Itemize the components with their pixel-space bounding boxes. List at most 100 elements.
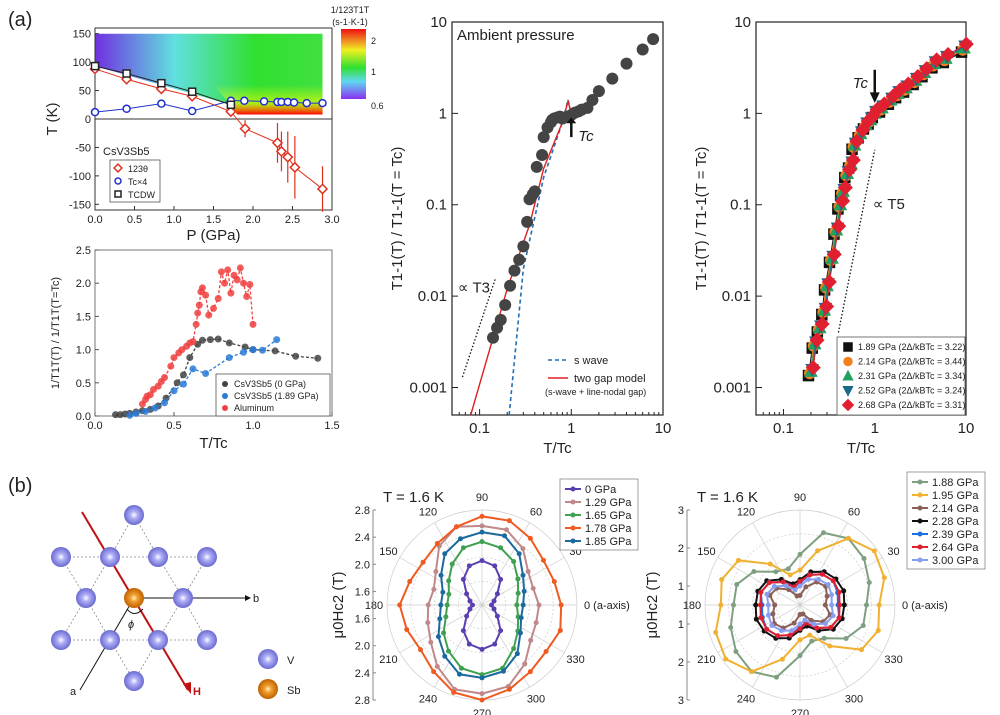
data-point [841,588,847,594]
legend-marker [917,479,923,485]
data-point [797,578,803,584]
data-point [437,616,443,622]
data-point [719,577,725,583]
polar-grid-spoke [717,604,801,653]
data-point [441,630,447,636]
data-point [797,653,803,659]
data-point [807,632,813,638]
legend-marker [222,405,228,411]
data-point [551,579,557,585]
legend-label: 1.65 GPa [585,510,632,522]
data-point [824,593,830,599]
y-tick-label: 1.5 [76,311,91,323]
tc-arrowhead [566,117,577,124]
legend-marker [842,386,854,397]
radial-tick-label: 3 [678,695,684,707]
data-point [780,579,786,585]
y-axis-label: 1/T1T(T) / 1/T1T(T=Tc) [50,277,62,389]
data-point [467,606,473,612]
data-point [819,571,825,577]
phase-diagram-chart: 0.0 0.5 1.0 1.5 2.0 2.5 3.0 150 100 50 0 -50 -100 -15… [44,5,384,244]
data-point [273,336,281,344]
legend-sb-atom [258,679,278,699]
radial-tick-label: 2.0 [355,641,370,653]
tc-label: Tc [578,128,594,145]
data-point [314,354,322,362]
data-point [797,626,803,632]
data-point [494,591,500,597]
data-point [779,656,785,662]
data-point [829,602,835,608]
v-atom [197,547,217,567]
angle-tick-label: 150 [379,546,397,558]
data-point [830,613,836,619]
panel-label-a: (a) [8,9,32,31]
field-arrowhead [183,682,191,694]
x-tick-label: 1.0 [166,214,181,226]
y-tick-label: 1.0 [76,345,91,357]
data-point [805,360,821,376]
data-point [558,602,564,608]
data-point [845,535,851,541]
data-point [809,638,815,644]
angle-label: ϕ [128,619,134,631]
radial-tick-label: 1.6 [355,586,370,598]
y-tick-label: 10 [430,14,447,31]
v-atom [51,630,71,650]
y-tick-label: 0.01 [418,288,447,305]
x-tick-label: 3.0 [324,214,339,226]
data-point [783,583,789,589]
data-point [271,347,279,355]
legend-label: 2.28 GPa [932,516,979,528]
legend-label: 2.14 GPa [932,503,979,515]
data-point [774,674,780,680]
y-tick-label: 0 [85,114,91,126]
data-point [858,647,864,653]
data-point [829,592,835,598]
data-point [239,123,251,135]
data-point [733,649,739,655]
x-tick-label: 1.5 [324,420,339,432]
legend-label: 2.31 GPa (2Δ/kBTc = 3.34) [858,371,965,381]
data-point [458,665,464,671]
data-point [520,572,526,578]
y-tick-label: 0.5 [76,378,91,390]
data-point [431,586,437,592]
data-point [446,591,452,597]
y-axis-label: T (K) [44,102,61,135]
data-point [434,663,440,669]
data-point [249,320,257,328]
data-point [861,555,867,561]
legend-marker [222,393,228,399]
data-point [827,643,833,649]
x-tick-label: 10 [655,420,672,437]
kagome-lattice-diagram: b a Hϕ V Sb [51,505,300,699]
data-point [420,559,426,565]
data-point [225,105,237,118]
data-point [515,576,521,582]
data-point [728,625,734,631]
data-point [718,602,724,608]
legend-label: two gap model [574,373,646,385]
data-point [438,602,444,608]
data-point [757,602,763,608]
data-point [958,36,974,52]
data-point [194,309,202,317]
data-point [767,561,773,567]
legend-label: TCDW [128,190,155,200]
data-point [126,411,134,419]
data-point [457,536,463,542]
data-point [825,582,831,588]
x-tick-label: 1.5 [206,214,221,226]
y-tick-label: 1 [439,105,447,122]
ambient-annotation: Ambient pressure [457,27,575,44]
x-tick-label: 2.0 [245,214,260,226]
legend-marker [917,531,923,537]
data-point [835,193,851,209]
data-point [425,602,431,608]
polar-hc2-low-pressure-chart: 0 (a-axis)306090120150180210240270300330… [330,478,639,715]
data-point [491,598,497,604]
data-point [517,630,523,636]
data-point [822,602,828,608]
legend-label: Aluminum [234,403,274,413]
